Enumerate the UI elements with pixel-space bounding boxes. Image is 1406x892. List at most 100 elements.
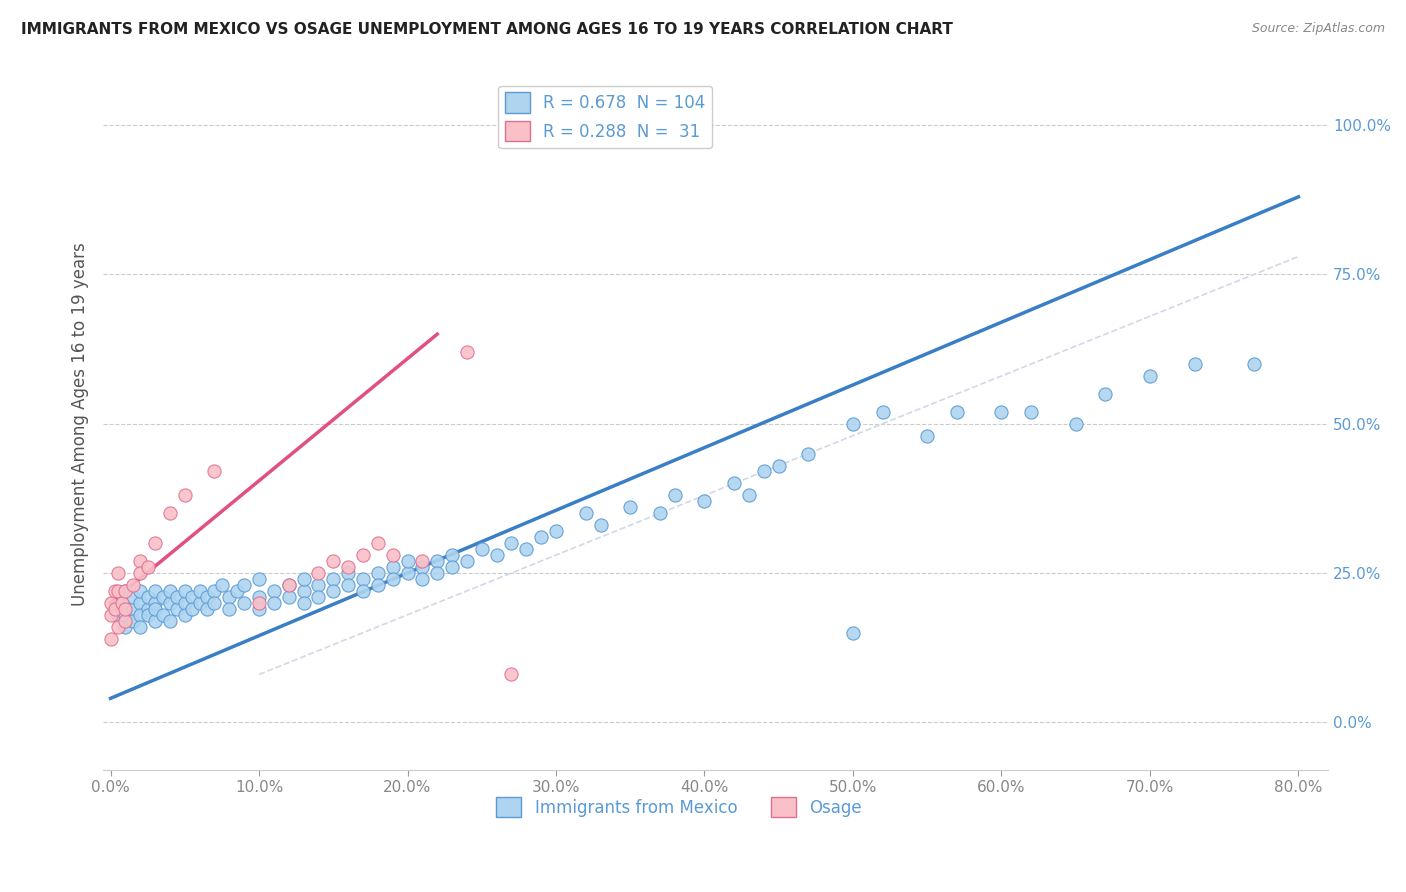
- Point: [322, 583, 344, 598]
- Point: [367, 536, 389, 550]
- Point: [381, 572, 404, 586]
- Point: [723, 476, 745, 491]
- Point: [107, 620, 129, 634]
- Point: [129, 583, 152, 598]
- Point: [664, 488, 686, 502]
- Point: [352, 583, 374, 598]
- Point: [204, 583, 226, 598]
- Point: [1243, 357, 1265, 371]
- Point: [136, 602, 159, 616]
- Point: [129, 566, 152, 580]
- Point: [1139, 368, 1161, 383]
- Point: [159, 583, 181, 598]
- Point: [263, 596, 285, 610]
- Point: [173, 488, 195, 502]
- Point: [143, 602, 166, 616]
- Point: [129, 620, 152, 634]
- Point: [152, 607, 174, 622]
- Point: [181, 602, 204, 616]
- Point: [204, 596, 226, 610]
- Point: [159, 596, 181, 610]
- Point: [247, 596, 270, 610]
- Point: [411, 560, 433, 574]
- Point: [121, 614, 143, 628]
- Point: [104, 583, 127, 598]
- Point: [100, 607, 122, 622]
- Point: [114, 583, 136, 598]
- Legend: Immigrants from Mexico, Osage: Immigrants from Mexico, Osage: [489, 790, 868, 824]
- Point: [114, 614, 136, 628]
- Point: [195, 590, 218, 604]
- Point: [797, 446, 820, 460]
- Point: [842, 417, 865, 431]
- Point: [768, 458, 790, 473]
- Point: [307, 590, 329, 604]
- Point: [143, 536, 166, 550]
- Point: [211, 578, 233, 592]
- Point: [501, 536, 523, 550]
- Point: [648, 506, 671, 520]
- Point: [411, 554, 433, 568]
- Point: [456, 345, 478, 359]
- Point: [292, 596, 315, 610]
- Point: [292, 572, 315, 586]
- Point: [143, 596, 166, 610]
- Point: [173, 607, 195, 622]
- Point: [107, 566, 129, 580]
- Point: [143, 614, 166, 628]
- Point: [114, 583, 136, 598]
- Point: [322, 554, 344, 568]
- Point: [247, 602, 270, 616]
- Point: [396, 566, 419, 580]
- Point: [114, 602, 136, 616]
- Point: [218, 590, 240, 604]
- Point: [173, 583, 195, 598]
- Point: [233, 596, 256, 610]
- Point: [752, 465, 775, 479]
- Point: [292, 583, 315, 598]
- Point: [1019, 405, 1042, 419]
- Point: [589, 518, 612, 533]
- Point: [515, 542, 537, 557]
- Point: [396, 554, 419, 568]
- Point: [367, 566, 389, 580]
- Point: [842, 625, 865, 640]
- Point: [485, 548, 508, 562]
- Point: [100, 596, 122, 610]
- Point: [111, 596, 134, 610]
- Point: [322, 572, 344, 586]
- Point: [367, 578, 389, 592]
- Point: [159, 506, 181, 520]
- Point: [166, 590, 188, 604]
- Point: [872, 405, 894, 419]
- Point: [277, 578, 299, 592]
- Point: [575, 506, 598, 520]
- Point: [159, 614, 181, 628]
- Point: [456, 554, 478, 568]
- Point: [114, 620, 136, 634]
- Point: [188, 583, 211, 598]
- Point: [136, 607, 159, 622]
- Point: [107, 583, 129, 598]
- Point: [1184, 357, 1206, 371]
- Point: [693, 494, 716, 508]
- Point: [501, 667, 523, 681]
- Point: [337, 566, 360, 580]
- Point: [107, 607, 129, 622]
- Point: [352, 548, 374, 562]
- Point: [152, 590, 174, 604]
- Point: [307, 566, 329, 580]
- Point: [263, 583, 285, 598]
- Point: [143, 583, 166, 598]
- Point: [1094, 387, 1116, 401]
- Point: [411, 572, 433, 586]
- Point: [381, 548, 404, 562]
- Point: [471, 542, 494, 557]
- Point: [426, 566, 449, 580]
- Point: [166, 602, 188, 616]
- Point: [441, 560, 464, 574]
- Point: [277, 590, 299, 604]
- Point: [1064, 417, 1087, 431]
- Point: [277, 578, 299, 592]
- Point: [136, 560, 159, 574]
